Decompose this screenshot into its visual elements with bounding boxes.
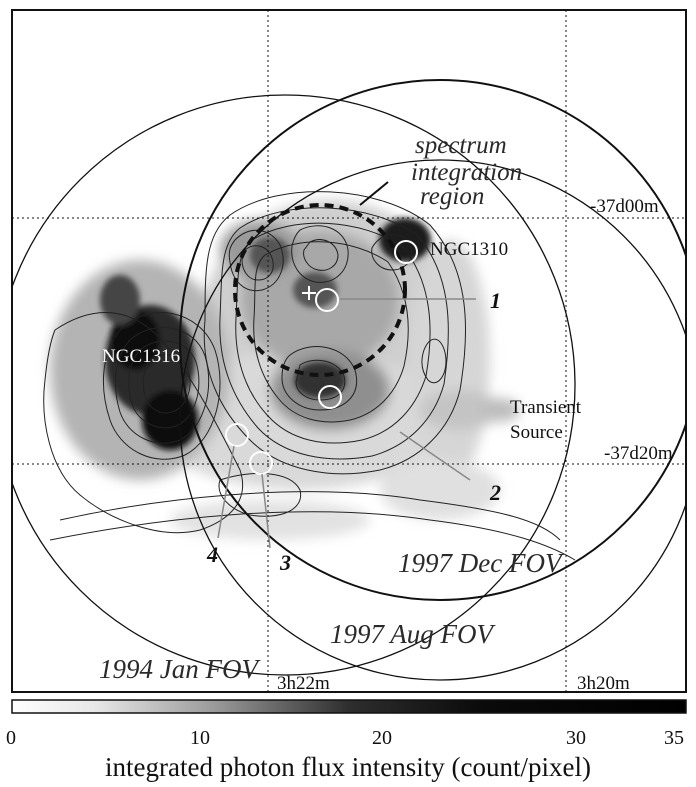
fov-1994-jan-label: 1994 Jan FOV: [99, 654, 261, 684]
leader-lines: [217, 298, 476, 549]
fov-1997-dec: [179, 79, 686, 601]
colorbar-tick-10: 10: [190, 727, 210, 749]
fov-1997-aug: [179, 159, 686, 681]
colorbar: [11, 699, 687, 714]
colorbar-tick-20: 20: [372, 727, 392, 749]
fov-1997-aug-label: 1997 Aug FOV: [330, 619, 496, 649]
source-number-3: 3: [279, 550, 291, 575]
ngc1310-label: NGC1310: [430, 239, 508, 260]
dec-bottom-label: -37d20m: [604, 443, 673, 464]
ra-left-label: 3h22m: [277, 673, 330, 694]
ra-right-label: 3h20m: [577, 673, 630, 694]
region-pointer: [359, 181, 389, 206]
colorbar-caption: integrated photon flux intensity (count/…: [105, 752, 591, 782]
spectrum-region-label-line2: integration: [411, 159, 522, 186]
source-number-1: 1: [490, 288, 501, 313]
dec-top-label: -37d00m: [590, 196, 659, 217]
transient-source-label-line1: Transient: [510, 397, 582, 418]
contours: [43, 191, 576, 561]
colorbar-tick-0: 0: [6, 727, 16, 749]
spectrum-region-label-line3: region: [420, 183, 484, 210]
spectrum-region-label-line1: spectrum: [415, 132, 507, 159]
center-cross-icon: [302, 286, 316, 300]
spectrum-integration-circle: [233, 203, 407, 377]
fov-1997-dec-label: 1997 Dec FOV: [398, 548, 565, 578]
ngc1316-label: NGC1316: [102, 346, 180, 367]
colorbar-tick-30: 30: [566, 727, 586, 749]
source-markers: [225, 240, 418, 475]
source-number-4: 4: [206, 542, 218, 567]
transient-source-label-line2: Source: [510, 422, 563, 443]
source-number-2: 2: [489, 480, 501, 505]
colorbar-tick-35: 35: [664, 727, 684, 749]
fov-1994-jan: [12, 94, 576, 676]
coordinate-grid: [12, 10, 686, 692]
